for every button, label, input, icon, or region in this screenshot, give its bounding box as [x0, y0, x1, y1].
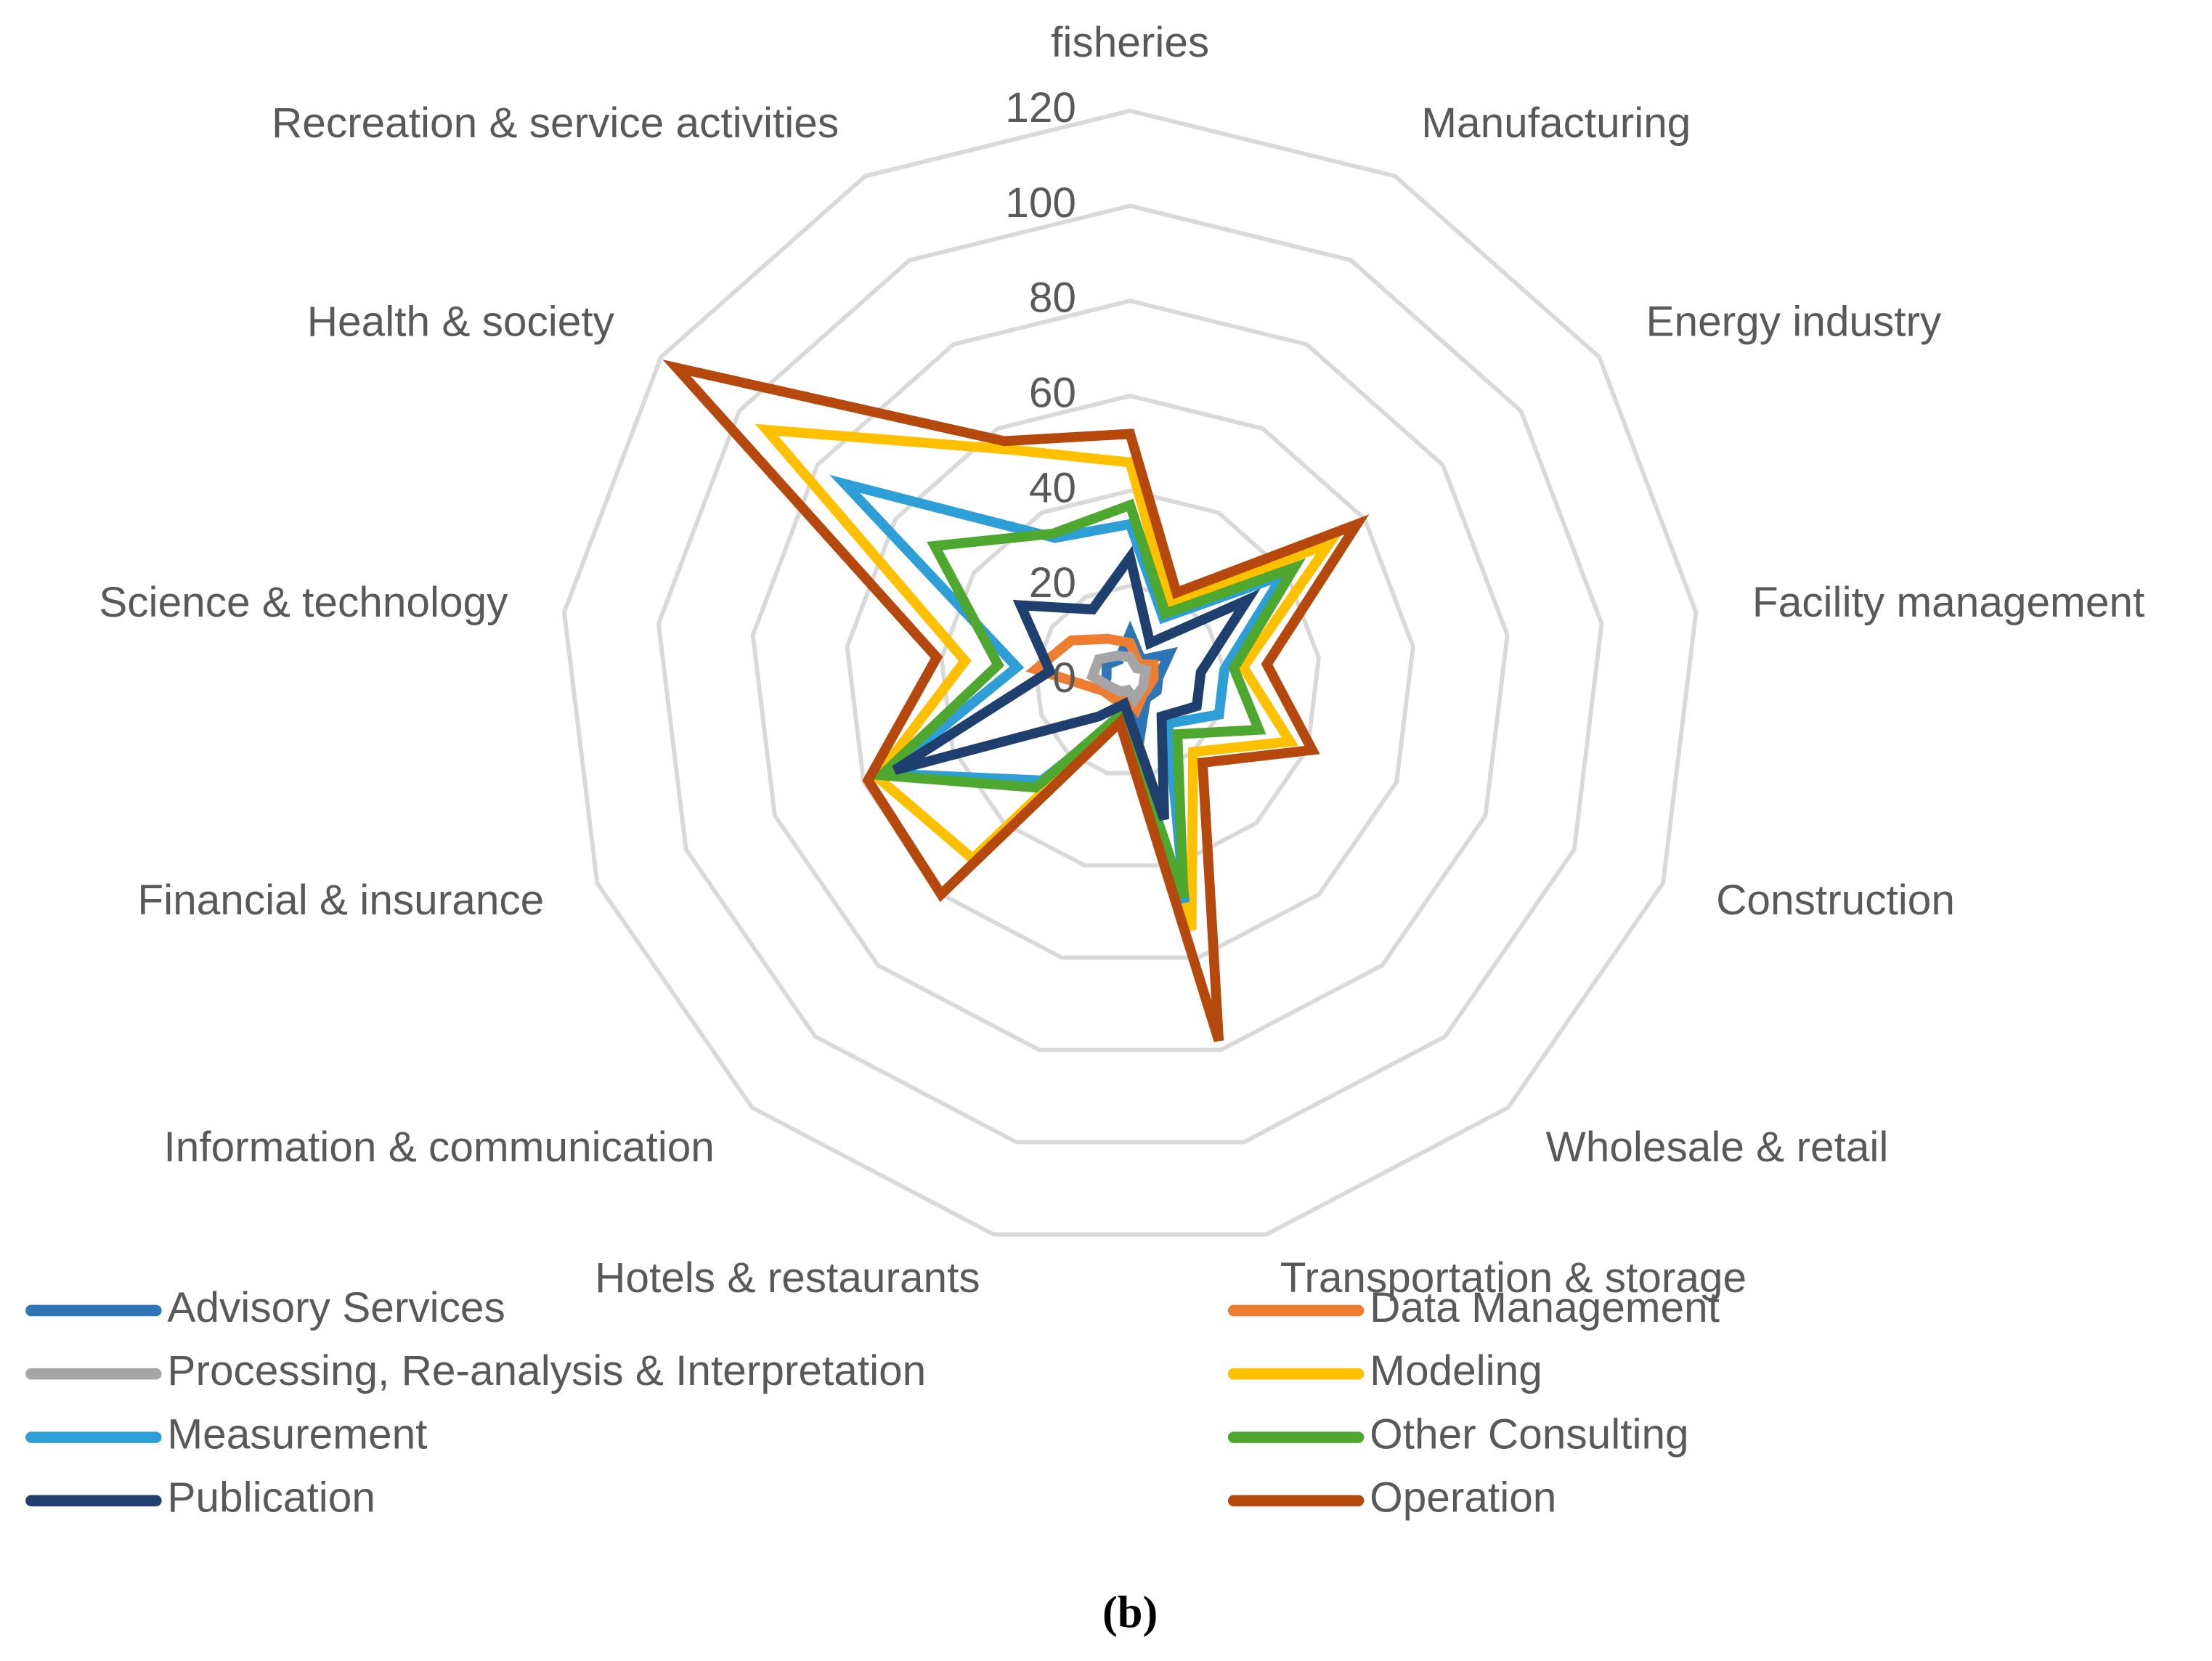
grid-ring [939, 488, 1321, 868]
r-tick-label: 80 [1029, 275, 1076, 322]
grid [561, 108, 1699, 1237]
legend-label: Measurement [167, 1410, 427, 1458]
grid-ring [750, 299, 1510, 1052]
legend-label: Processing, Re-analysis & Interpretation [167, 1347, 926, 1394]
legend-label: Data Management [1370, 1284, 1720, 1331]
series-line [662, 360, 1370, 1042]
series-line [1086, 650, 1152, 709]
grid-ring [845, 394, 1415, 960]
category-label: Science & technology [99, 579, 508, 626]
series-line [869, 498, 1306, 900]
r-tick-label: 40 [1029, 464, 1076, 511]
category-label: Transportation & storage [1280, 1254, 1747, 1301]
category-label: Manufacturing [1421, 100, 1691, 147]
legend-label: Other Consulting [1370, 1410, 1688, 1458]
r-tick-label: 0 [1052, 654, 1076, 702]
category-label: Recreation & service activities [272, 100, 839, 147]
category-label: Hotels & restaurants [595, 1254, 980, 1301]
r-tick-label: 60 [1029, 370, 1076, 417]
caption: (b) [1102, 1587, 1158, 1638]
legend-label: Publication [167, 1474, 375, 1522]
category-label: Wholesale & retail [1545, 1124, 1888, 1171]
legend-label: Operation [1370, 1474, 1556, 1522]
labels-layer: 0 20 40 60 80 100 120 fisheries Manufacturing Ene… [99, 19, 2144, 1301]
r-tick-label: 100 [1005, 179, 1076, 227]
category-label: Construction [1716, 877, 1955, 924]
legend-label: Modeling [1370, 1347, 1542, 1394]
legend-label: Advisory Services [167, 1284, 505, 1331]
category-label: Information & communication [163, 1124, 714, 1171]
category-label: Financial & insurance [137, 877, 544, 924]
category-label: Facility management [1752, 579, 2144, 626]
legend: Advisory Services Data Management Processi… [25, 1284, 1720, 1522]
r-tick-label: 120 [1005, 84, 1076, 131]
r-tick-label: 20 [1029, 559, 1076, 606]
series-layer [662, 360, 1370, 1042]
category-label: Energy industry [1646, 299, 1942, 346]
series-line [892, 545, 1261, 821]
grid-ring [1033, 583, 1227, 776]
category-label: fisheries [1051, 19, 1209, 66]
category-label: Health & society [307, 299, 615, 346]
grid-ring [656, 203, 1604, 1145]
grid-ring [561, 108, 1699, 1237]
